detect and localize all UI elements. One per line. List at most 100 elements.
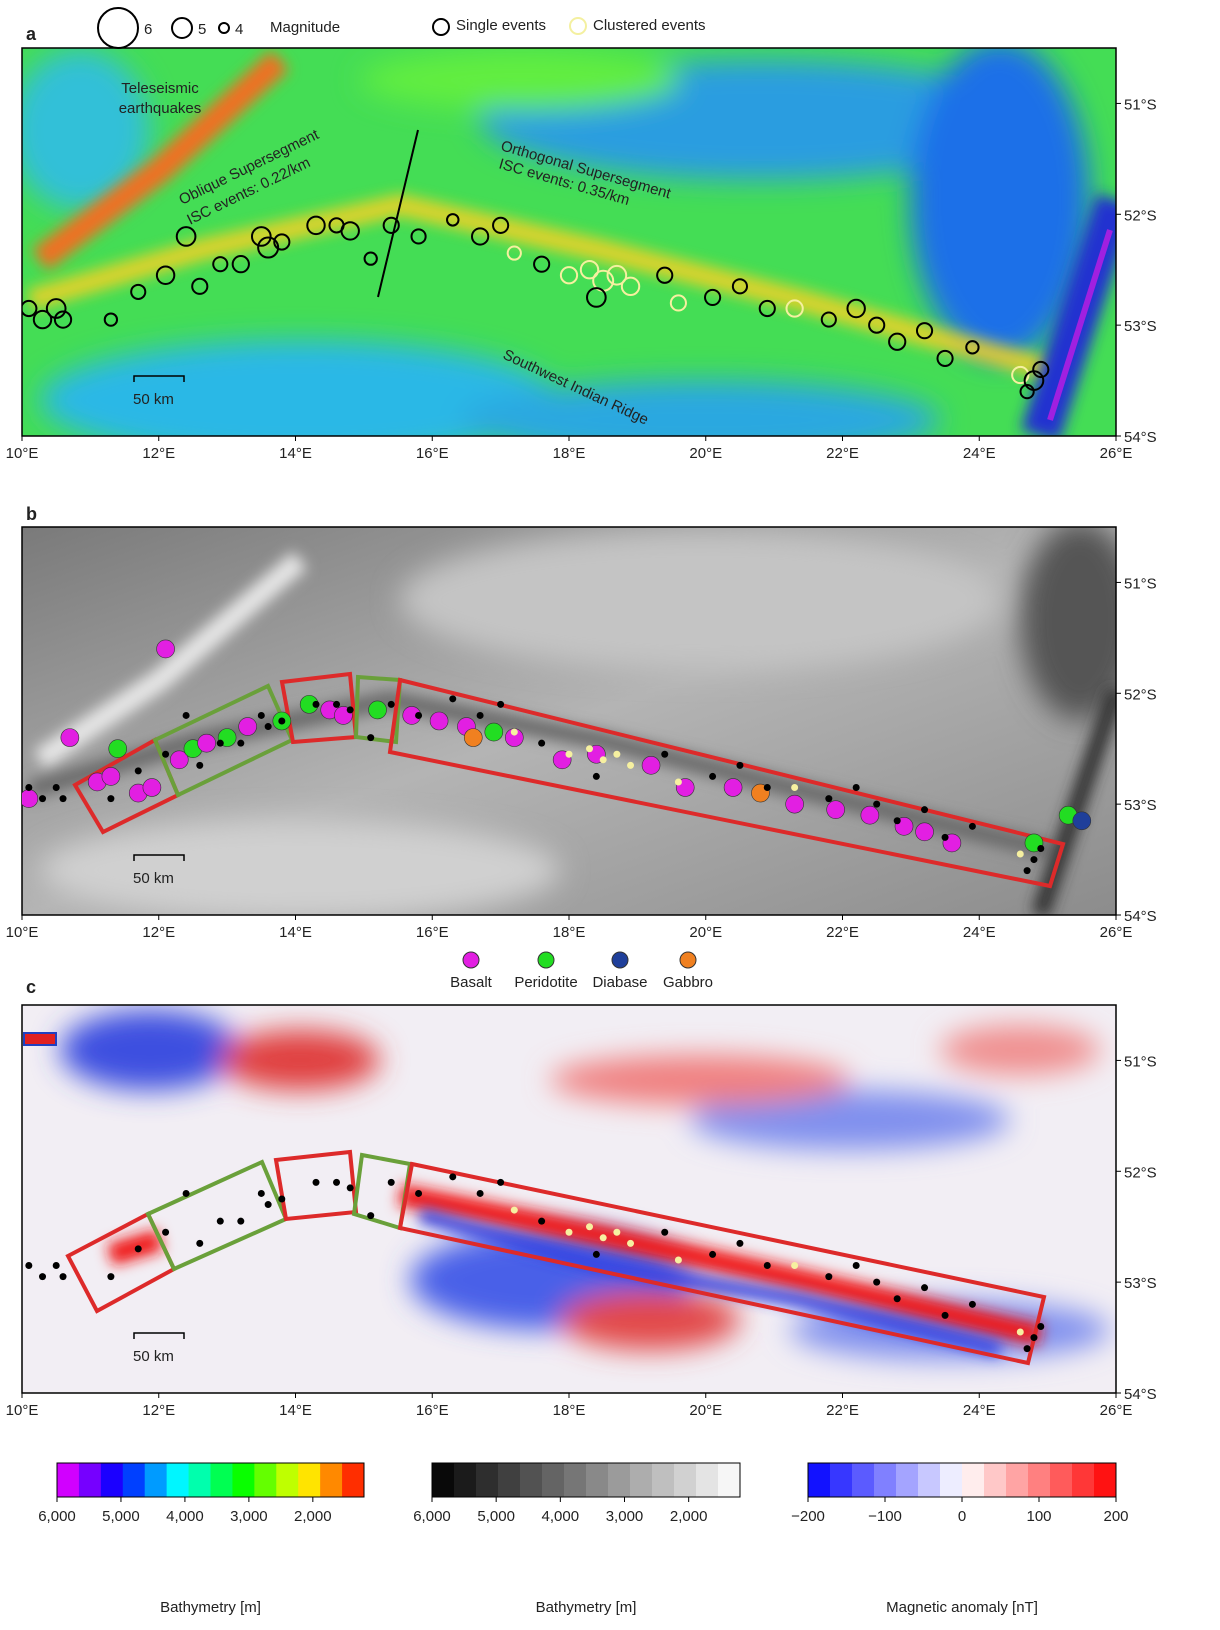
event-dot	[791, 1262, 798, 1269]
event-dot	[135, 767, 142, 774]
x-tick-label: 14°E	[279, 924, 312, 941]
event-dot	[258, 1190, 265, 1197]
event-dot	[736, 1240, 743, 1247]
event-dot	[388, 701, 395, 708]
rock-sample	[61, 729, 79, 747]
event-dot	[278, 1196, 285, 1203]
colorbar-cell	[874, 1463, 897, 1497]
x-tick-label: 14°E	[279, 445, 312, 462]
colorbar-cell	[254, 1463, 276, 1497]
event-dot	[1017, 851, 1024, 858]
rock-legend-symbol	[538, 952, 554, 968]
rock-sample	[198, 734, 216, 752]
colorbar-cell	[298, 1463, 320, 1497]
colorbar-cell	[189, 1463, 211, 1497]
event-dot	[497, 701, 504, 708]
event-dot	[388, 1179, 395, 1186]
annotation: earthquakes	[119, 100, 202, 117]
colorbar-cell	[498, 1463, 521, 1497]
colorbar-tick-label: 5,000	[102, 1508, 140, 1525]
event-dot	[313, 1179, 320, 1186]
y-tick-label: 54°S	[1124, 908, 1157, 925]
event-dot	[196, 762, 203, 769]
x-tick-label: 18°E	[553, 445, 586, 462]
colorbar-cell	[1094, 1463, 1117, 1497]
event-dot	[347, 706, 354, 713]
y-tick-label: 53°S	[1124, 1275, 1157, 1292]
x-tick-label: 20°E	[689, 1402, 722, 1419]
event-dot	[107, 795, 114, 802]
x-tick-label: 24°E	[963, 1402, 996, 1419]
magnitude-symbol	[98, 8, 138, 48]
event-dot	[367, 734, 374, 741]
colorbar-tick-label: 4,000	[542, 1508, 580, 1525]
x-tick-label: 24°E	[963, 445, 996, 462]
colorbar-cell	[1072, 1463, 1095, 1497]
rock-sample	[642, 756, 660, 774]
colorbar-tick-label: 4,000	[166, 1508, 204, 1525]
colorbar-cell	[696, 1463, 719, 1497]
rock-sample	[143, 779, 161, 797]
event-dot	[1030, 856, 1037, 863]
x-tick-label: 22°E	[826, 1402, 859, 1419]
rock-sample	[430, 712, 448, 730]
colorbar-cell	[1050, 1463, 1073, 1497]
event-dot	[347, 1184, 354, 1191]
legend-symbol	[570, 18, 586, 34]
colorbar-tick-label: 200	[1103, 1508, 1128, 1525]
y-tick-label: 51°S	[1124, 575, 1157, 592]
event-dot	[217, 740, 224, 747]
magnitude-symbol	[172, 18, 192, 38]
rock-sample	[724, 779, 742, 797]
colorbar-cell	[586, 1463, 609, 1497]
event-dot	[613, 751, 620, 758]
event-dot	[627, 762, 634, 769]
event-dot	[39, 795, 46, 802]
rock-sample	[239, 718, 257, 736]
event-dot	[313, 701, 320, 708]
event-dot	[613, 1229, 620, 1236]
event-dot	[791, 784, 798, 791]
colorbar-cell	[476, 1463, 499, 1497]
event-dot	[265, 1201, 272, 1208]
event-dot	[367, 1212, 374, 1219]
x-tick-label: 22°E	[826, 924, 859, 941]
colorbar-cell	[145, 1463, 167, 1497]
event-dot	[586, 1223, 593, 1230]
rock-sample	[109, 740, 127, 758]
event-dot	[511, 729, 518, 736]
x-tick-label: 14°E	[279, 1402, 312, 1419]
x-tick-label: 10°E	[6, 1402, 39, 1419]
colorbar-tick-label: 5,000	[477, 1508, 515, 1525]
x-tick-label: 18°E	[553, 1402, 586, 1419]
rock-sample	[916, 823, 934, 841]
panel-label: b	[26, 504, 37, 524]
panel-label: c	[26, 977, 36, 997]
colorbar-cell	[718, 1463, 741, 1497]
event-dot	[873, 801, 880, 808]
colorbar-cell	[630, 1463, 653, 1497]
colorbar-tick-label: 0	[958, 1508, 966, 1525]
event-dot	[25, 1262, 32, 1269]
event-dot	[333, 701, 340, 708]
colorbar-cell	[123, 1463, 145, 1497]
colorbar-cell	[342, 1463, 364, 1497]
event-dot	[853, 1262, 860, 1269]
rock-legend-symbol	[612, 952, 628, 968]
colorbar-cell	[432, 1463, 455, 1497]
event-dot	[449, 695, 456, 702]
y-tick-label: 51°S	[1124, 1053, 1157, 1070]
event-dot	[415, 1190, 422, 1197]
event-dot	[873, 1279, 880, 1286]
event-dot	[675, 1256, 682, 1263]
event-dot	[969, 823, 976, 830]
legend-title: Magnitude	[270, 19, 340, 36]
event-dot	[661, 1229, 668, 1236]
colorbar-cell	[57, 1463, 79, 1497]
x-tick-label: 26°E	[1100, 1402, 1133, 1419]
x-tick-label: 18°E	[553, 924, 586, 941]
x-tick-label: 12°E	[142, 1402, 175, 1419]
event-dot	[921, 806, 928, 813]
legend-label: Single events	[456, 17, 546, 34]
colorbar-cell	[232, 1463, 254, 1497]
